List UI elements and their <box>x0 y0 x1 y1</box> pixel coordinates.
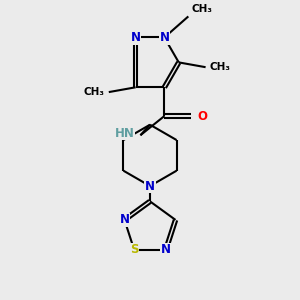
Text: CH₃: CH₃ <box>84 87 105 97</box>
Text: O: O <box>197 110 207 123</box>
Text: HN: HN <box>115 127 135 140</box>
Text: N: N <box>159 31 170 44</box>
Text: CH₃: CH₃ <box>209 62 230 72</box>
Text: S: S <box>130 243 139 256</box>
Text: CH₃: CH₃ <box>191 4 212 14</box>
Text: N: N <box>119 213 130 226</box>
Text: N: N <box>145 179 155 193</box>
Text: N: N <box>130 31 141 44</box>
Text: N: N <box>161 243 171 256</box>
